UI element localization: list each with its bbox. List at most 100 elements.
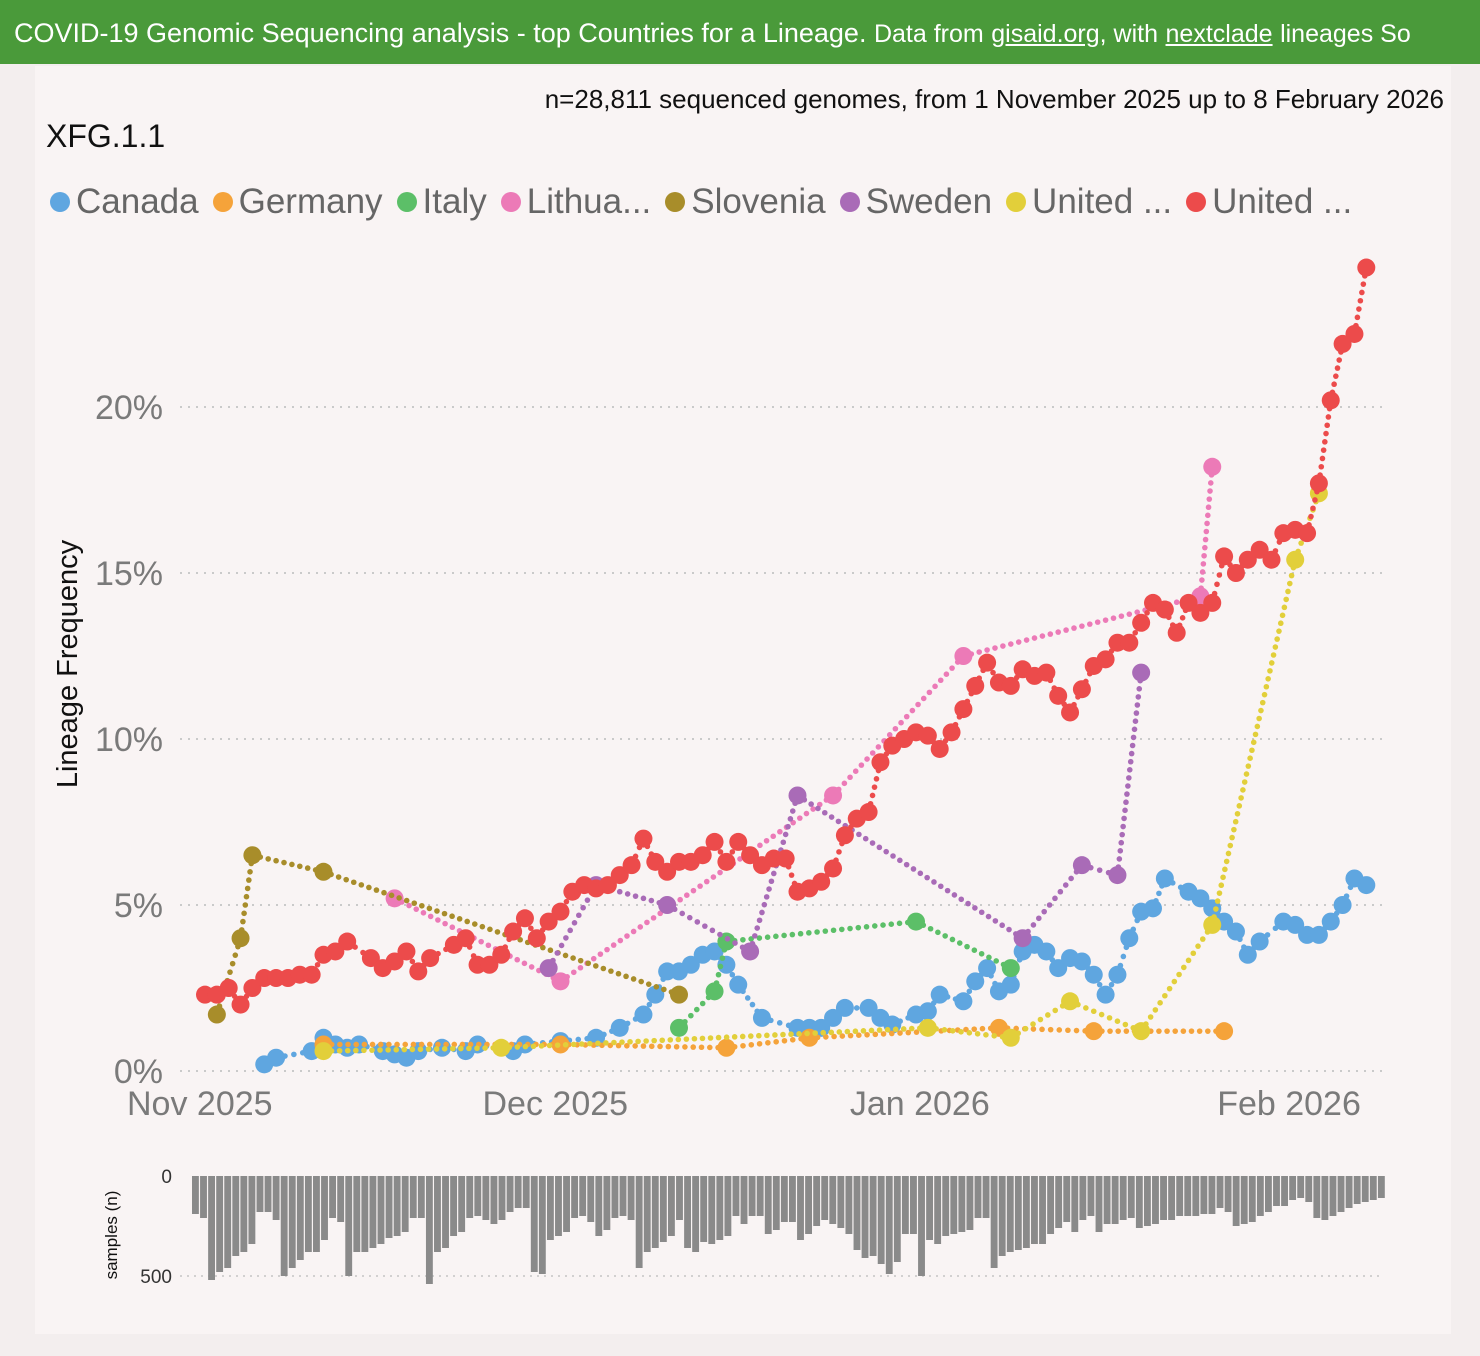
sample-bar (369, 1176, 377, 1248)
legend-item-2[interactable]: Italy (396, 182, 487, 222)
series-connector-dot (909, 707, 916, 714)
series-connector-dot (709, 927, 716, 934)
series-connector-dot (521, 960, 528, 967)
legend-item-6[interactable]: United ... (1006, 182, 1172, 222)
series-connector-dot (563, 898, 570, 905)
legend-dot-icon (665, 192, 686, 212)
series-connector-dot (1055, 629, 1061, 635)
series-connector-dot (373, 887, 380, 893)
data-point-7 (1321, 391, 1340, 410)
data-point-0 (930, 985, 949, 1004)
series-connector-dot (1164, 1028, 1170, 1034)
series-connector-dot (1325, 414, 1332, 420)
data-point-0 (859, 998, 878, 1017)
series-connector-dot (434, 908, 440, 914)
series-connector-dot (789, 1036, 796, 1043)
series-connector-dot (1199, 569, 1206, 575)
series-connector-dot (803, 810, 810, 817)
series-connector-dot (1234, 810, 1241, 817)
series-connector-dot (1122, 1021, 1129, 1028)
series-connector-dot (592, 963, 599, 969)
series-connector-dot (1115, 1028, 1121, 1034)
series-connector-dot (1188, 1028, 1195, 1034)
data-point-0 (1049, 959, 1068, 978)
series-connector-dot (956, 940, 963, 946)
series-connector-dot (623, 973, 629, 980)
series-connector-dot (474, 1045, 480, 1052)
sample-bar (603, 1176, 611, 1230)
sample-bar (1289, 1176, 1297, 1200)
series-connector-dot (1322, 439, 1328, 445)
series-connector-dot (1288, 572, 1295, 579)
series-connector-dot (578, 1041, 585, 1047)
data-point-7 (1203, 593, 1222, 612)
series-connector-dot (823, 1034, 829, 1040)
series-connector-dot (291, 1051, 297, 1058)
series-connector-dot (1225, 850, 1232, 857)
series-connector-dot (1243, 771, 1250, 777)
sample-bar (361, 1176, 369, 1252)
data-point-7 (835, 826, 854, 845)
data-point-0 (610, 1018, 629, 1037)
sample-bar (264, 1176, 272, 1212)
y-tick-label: 5% (114, 887, 163, 925)
sample-bar (272, 1176, 280, 1220)
series-connector-dot (898, 719, 904, 726)
sample-bar (1152, 1176, 1159, 1224)
series-connector-dot (976, 649, 982, 655)
series-connector-dot (978, 950, 985, 957)
series-connector-dot (314, 961, 321, 968)
series-connector-dot (562, 952, 569, 959)
legend-label: Sweden (865, 182, 993, 221)
series-connector-dot (869, 792, 876, 799)
series-connector-dot (1037, 1016, 1044, 1023)
series-connector-dot (1205, 512, 1211, 519)
sample-bar (643, 1176, 651, 1252)
series-connector-dot (747, 1033, 754, 1039)
sample-bar (1264, 1176, 1272, 1212)
sample-bar (724, 1176, 732, 1236)
sample-bar (1248, 1176, 1256, 1222)
series-connector-dot (690, 887, 697, 894)
series-connector-dot (694, 919, 701, 925)
legend-item-5[interactable]: Sweden (839, 182, 993, 222)
series-connector-dot (1133, 710, 1140, 716)
series-connector-dot (731, 1034, 738, 1040)
legend-item-7[interactable]: United ... (1186, 182, 1352, 222)
nextclade-link[interactable]: nextclade (1165, 20, 1273, 48)
series-connector-dot (1203, 528, 1210, 535)
sample-bar (385, 1176, 393, 1238)
series-connector-dot (1172, 1028, 1179, 1034)
data-point-7 (824, 859, 843, 878)
series-connector-dot (748, 936, 754, 942)
series-connector-dot (1079, 623, 1085, 629)
legend-item-4[interactable]: Slovenia (665, 182, 826, 222)
legend-item-1[interactable]: Germany (212, 182, 383, 222)
sample-bar (676, 1176, 683, 1220)
series-connector-dot (1256, 715, 1262, 722)
legend-item-3[interactable]: Lithua... (500, 182, 651, 222)
series-connector-dot (570, 1041, 577, 1048)
sample-bar (667, 1176, 675, 1236)
data-point-7 (1061, 703, 1080, 722)
data-point-7 (480, 955, 499, 974)
series-connector-dot (739, 1033, 746, 1040)
sample-bar (1321, 1176, 1329, 1220)
series-connector-dot (1204, 520, 1210, 527)
data-point-0 (1286, 915, 1305, 934)
sample-bar (926, 1176, 934, 1240)
legend-item-0[interactable]: Canada (50, 182, 199, 222)
data-point-7 (492, 945, 511, 964)
sample-bar (393, 1176, 401, 1236)
sample-bar (538, 1176, 546, 1274)
series-connector-dot (1052, 895, 1058, 902)
series-connector-dot (812, 1030, 818, 1036)
series-connector-dot (828, 814, 835, 820)
sample-bar (466, 1176, 474, 1218)
data-point-0 (1226, 922, 1245, 941)
series-connector-dot (979, 1025, 986, 1032)
sample-bar (546, 1176, 554, 1240)
series-connector-dot (942, 933, 948, 939)
gisaid-link[interactable]: gisaid.org (991, 20, 1100, 48)
sample-bar (837, 1176, 845, 1228)
